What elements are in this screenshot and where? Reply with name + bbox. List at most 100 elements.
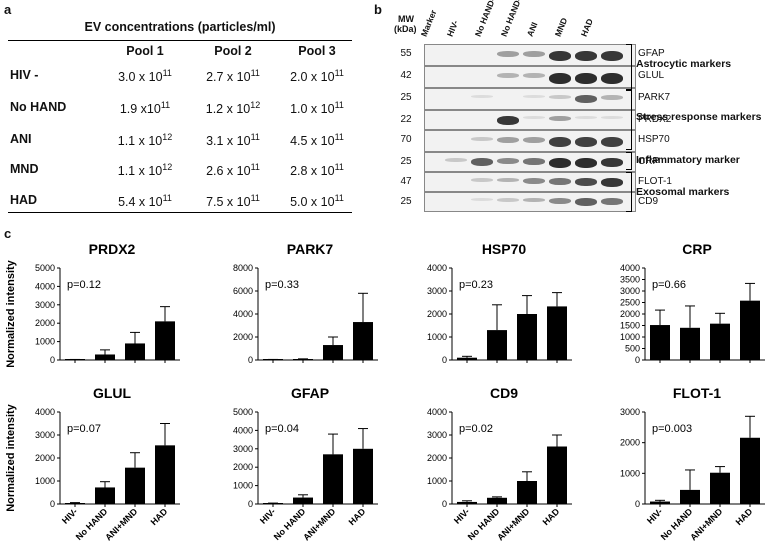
cell-mantissa: 1.2 x 10: [205, 102, 251, 117]
blot-band: [549, 158, 571, 168]
chart-title: GFAP: [291, 385, 329, 401]
chart-title: GLUL: [93, 385, 132, 401]
y-tick-label: 0: [50, 499, 55, 509]
group-label-astrocytic: Astrocytic markers: [636, 58, 732, 70]
chart-title: HSP70: [482, 241, 527, 257]
bar: [517, 314, 537, 360]
blot-band: [601, 51, 623, 61]
blot-band: [523, 73, 545, 78]
bar: [353, 322, 373, 360]
mw-value: 25: [400, 156, 412, 167]
blot-band: [601, 137, 623, 147]
table-cell: 5.4 x 1011: [100, 193, 190, 209]
x-tick-label: HAD: [734, 506, 755, 527]
blot-band: [549, 116, 571, 121]
blot-band: [601, 178, 623, 187]
cell-exponent: 11: [334, 162, 344, 172]
cell-exponent: 11: [160, 100, 171, 110]
y-tick-label: 4000: [233, 425, 253, 435]
cell-exponent: 11: [334, 100, 344, 110]
table-top-rule: [8, 40, 352, 41]
bar: [547, 446, 567, 504]
cell-exponent: 11: [334, 193, 344, 203]
x-tick-label: HIV-: [258, 506, 277, 525]
y-tick-label: 2000: [233, 332, 253, 342]
bar: [155, 321, 175, 360]
y-tick-label: 1000: [427, 476, 447, 486]
blot-band: [497, 158, 519, 164]
bar: [95, 354, 115, 360]
y-tick-label: 3000: [233, 444, 253, 454]
cell-exponent: 11: [250, 132, 260, 142]
y-tick-label: 0: [635, 499, 640, 509]
bar: [293, 359, 313, 360]
bar: [457, 501, 477, 504]
y-tick-label: 2500: [620, 298, 640, 308]
table-col-header: Pool 2: [214, 44, 252, 58]
blot-band: [471, 137, 493, 141]
mw-unit: (kDa): [394, 24, 417, 34]
cell-mantissa: 2.6 x 10: [206, 164, 251, 179]
blot-band: [575, 51, 597, 61]
blot-band: [601, 73, 623, 84]
blot-strip: [424, 66, 636, 88]
cell-exponent: 12: [162, 162, 173, 172]
table-cell: 7.5 x 1011: [188, 193, 278, 209]
y-tick-label: 0: [248, 499, 253, 509]
bar: [680, 489, 700, 504]
blot-strip: [424, 192, 636, 212]
table-row-label: HAD: [10, 193, 38, 207]
table-cell: 2.7 x 1011: [188, 68, 278, 84]
y-tick-label: 3500: [620, 275, 640, 285]
p-value: p=0.66: [652, 279, 686, 291]
bar: [323, 454, 343, 504]
y-tick-label: 8000: [233, 263, 253, 273]
x-tick-label: ANI+MND: [688, 506, 725, 543]
mw-value: 25: [400, 196, 412, 207]
y-tick-label: 3000: [427, 430, 447, 440]
cell-exponent: 11: [250, 68, 260, 78]
table-row-label: ANI: [10, 132, 32, 146]
mw-value: 70: [400, 134, 412, 145]
mw-header: MW: [398, 14, 414, 24]
blot-band: [523, 116, 545, 119]
y-tick-label: 4000: [35, 407, 55, 417]
y-tick-label: 1000: [427, 332, 447, 342]
blot-band: [575, 198, 597, 206]
blot-strip: [424, 110, 636, 130]
bar: [740, 300, 760, 360]
cell-mantissa: 4.5 x 10: [290, 134, 335, 149]
blot-band: [497, 198, 519, 202]
y-tick-label: 500: [625, 344, 640, 354]
cell-exponent: 12: [250, 100, 261, 110]
blot-band: [575, 137, 597, 147]
cell-exponent: 11: [250, 193, 260, 203]
table-cell: 1.0 x 1011: [272, 100, 362, 116]
blot-band: [523, 178, 545, 184]
y-tick-label: 3000: [620, 407, 640, 417]
y-tick-label: 3000: [35, 430, 55, 440]
y-tick-label: 1000: [35, 337, 55, 347]
y-tick-label: 2000: [620, 309, 640, 319]
x-tick-label: HAD: [541, 506, 562, 527]
bar: [457, 357, 477, 360]
cell-exponent: 11: [162, 68, 172, 78]
y-tick-label: 1000: [233, 481, 253, 491]
p-value: p=0.12: [67, 279, 101, 291]
y-axis-label: Normalized intensity: [5, 259, 17, 367]
blot-strip: [424, 172, 636, 192]
panel-c-letter: c: [4, 226, 12, 241]
cell-mantissa: 3.0 x 10: [118, 70, 163, 85]
table-col-header: Pool 3: [298, 44, 336, 58]
protein-label: HSP70: [638, 134, 670, 145]
cell-mantissa: 2.7 x 10: [206, 70, 251, 85]
blot-band: [523, 198, 545, 202]
p-value: p=0.04: [265, 423, 299, 435]
table-cell: 5.0 x 1011: [272, 193, 362, 209]
cell-mantissa: 2.8 x 10: [290, 164, 335, 179]
y-tick-label: 6000: [233, 286, 253, 296]
table-cell: 4.5 x 1011: [272, 132, 362, 148]
y-axis-label: Normalized intensity: [5, 403, 17, 511]
blot-band: [471, 178, 493, 182]
